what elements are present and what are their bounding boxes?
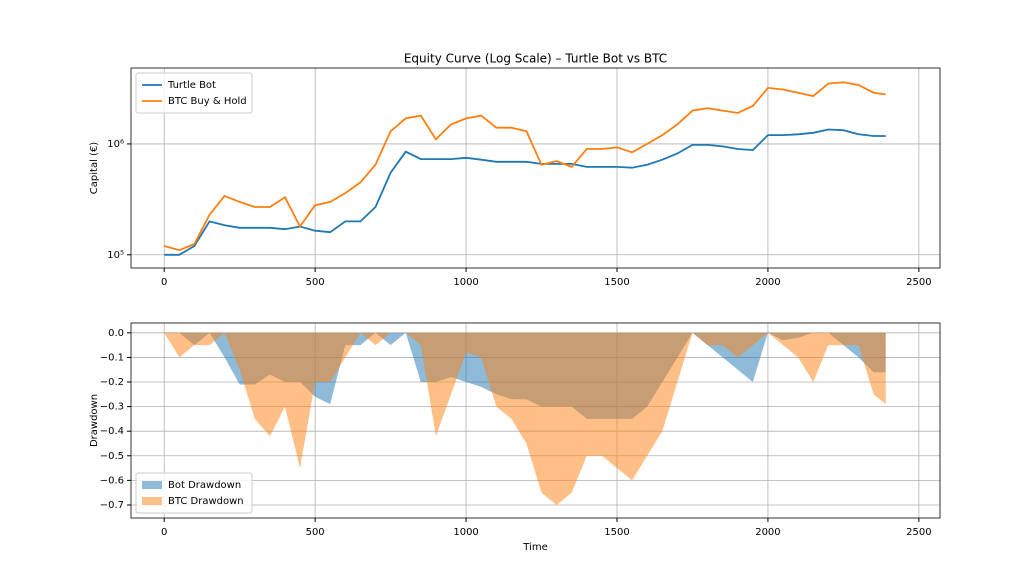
y-tick-label: 0.0: [108, 328, 124, 339]
y-tick-label: −0.7: [100, 500, 124, 511]
legend-label: Bot Drawdown: [168, 480, 241, 491]
x-tick-label: 500: [306, 527, 325, 538]
x-tick-label: 2500: [906, 527, 931, 538]
y-tick-label: −0.4: [100, 426, 124, 437]
legend-swatch: [142, 481, 162, 489]
x-tick-label: 1500: [604, 277, 629, 288]
y-tick-label: −0.3: [100, 402, 124, 413]
axes-frame: [130, 67, 941, 269]
legend-label: BTC Buy & Hold: [168, 96, 247, 107]
line: [163, 81, 886, 252]
y-axis-label: Drawdown: [89, 394, 100, 447]
subplot: 0 500 1000 1500 2000 2500 10⁵ 10⁶ Equity Curve (…: [89, 52, 941, 288]
legend: Bot Drawdown BTC Drawdown: [135, 472, 253, 514]
y-tick-label: −0.1: [100, 352, 124, 363]
legend-box: [135, 472, 253, 514]
line: [164, 128, 886, 256]
axes-frame: [130, 322, 941, 519]
legend-box: [135, 72, 253, 114]
x-tick-label: 0: [161, 527, 167, 538]
y-tick-label: −0.6: [100, 475, 124, 486]
legend-swatch: [142, 497, 162, 505]
y-axis-label: Capital (€): [89, 142, 100, 195]
legend-label: Turtle Bot: [167, 80, 216, 91]
x-tick-label: 500: [306, 277, 325, 288]
x-tick-label: 1500: [604, 527, 629, 538]
x-tick-label: 1000: [453, 277, 478, 288]
y-tick-label: 10⁶: [107, 139, 124, 150]
legend: Turtle Bot BTC Buy & Hold: [135, 72, 253, 114]
y-tick-label: −0.5: [100, 451, 124, 462]
plot-area: [163, 81, 886, 256]
y-tick-label: 10⁵: [107, 250, 124, 261]
x-axis-label: Time: [522, 542, 547, 553]
chart-title: Equity Curve (Log Scale) – Turtle Bot vs…: [404, 52, 667, 66]
x-tick-label: 2500: [906, 277, 931, 288]
x-tick-label: 2000: [755, 527, 780, 538]
y-tick-label: −0.2: [100, 377, 124, 388]
subplot: 0 500 1000 1500 2000 2500 0.0 −0.1 −0.2 −0.3 −0.4 −…: [89, 322, 941, 553]
legend-label: BTC Drawdown: [168, 496, 244, 507]
x-tick-label: 2000: [755, 277, 780, 288]
plot-area: [164, 332, 886, 505]
area: [164, 332, 886, 505]
x-tick-label: 0: [161, 277, 167, 288]
x-tick-label: 1000: [453, 527, 478, 538]
